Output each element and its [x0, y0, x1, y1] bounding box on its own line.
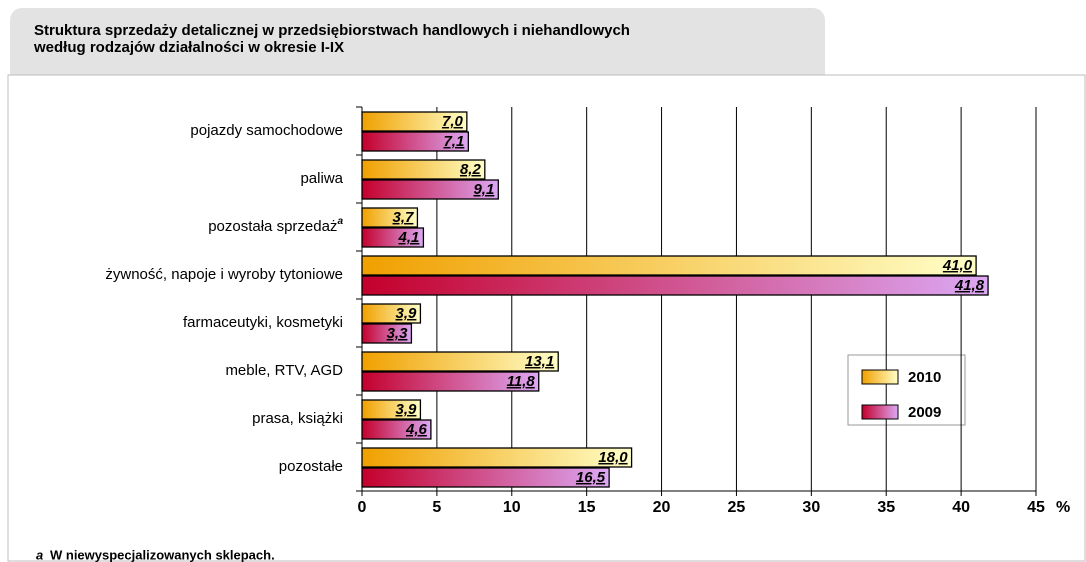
x-tick-label: 5: [432, 499, 441, 516]
value-label: 4,6: [405, 421, 428, 438]
legend-label: 2010: [908, 369, 941, 386]
panel: [7, 74, 1086, 562]
bar: [361, 351, 559, 372]
legend-swatch: [861, 369, 899, 385]
x-tick-label: 10: [503, 499, 521, 516]
y-tick-label: farmaceutyki, kosmetyki: [183, 314, 343, 331]
value-label: 3,7: [393, 209, 415, 226]
chart-title: Struktura sprzedaży detalicznej w przeds…: [34, 22, 630, 39]
y-tick-label: prasa, książki: [252, 410, 343, 427]
x-tick-label: 30: [802, 499, 820, 516]
bar: [361, 207, 419, 228]
x-tick-label: 0: [358, 499, 367, 516]
bar: [361, 179, 499, 200]
value-label: 3,3: [387, 325, 409, 342]
bar: [361, 255, 977, 276]
y-tick-label: żywność, napoje i wyroby tytoniowe: [105, 266, 343, 283]
y-tick-label: paliwa: [300, 170, 343, 187]
value-label: 9,1: [473, 181, 494, 198]
x-tick-label: 40: [952, 499, 970, 516]
legend-swatch: [861, 404, 899, 420]
bar: [361, 303, 422, 324]
y-tick-label: meble, RTV, AGD: [225, 362, 343, 379]
chart-title: według rodzajów działalności w okresie I…: [33, 39, 344, 56]
category: żywność, napoje i wyroby tytoniowe: [105, 266, 343, 283]
y-tick-label: pozostała sprzedaża: [208, 216, 343, 235]
value-label: 3,9: [396, 305, 418, 322]
bar: [361, 371, 540, 392]
category: farmaceutyki, kosmetyki: [183, 314, 343, 331]
bar: [361, 447, 633, 468]
value-label: 8,2: [460, 161, 482, 178]
value-label: 18,0: [598, 449, 628, 466]
value-label: 13,1: [525, 353, 554, 370]
category: pozostała sprzedaż: [208, 218, 337, 235]
y-tick-label: pozostałe: [279, 458, 343, 475]
category-note: a: [337, 216, 343, 227]
bar: [361, 159, 486, 180]
x-tick-label: 35: [877, 499, 895, 516]
bar: [361, 275, 989, 296]
value-label: 16,5: [576, 469, 606, 486]
bar: [361, 227, 425, 248]
value-label: 4,1: [398, 229, 420, 246]
value-label: 11,8: [507, 373, 536, 390]
title-tab: [10, 8, 825, 88]
x-tick-label: 15: [578, 499, 596, 516]
x-tick-label: 25: [728, 499, 746, 516]
x-unit: %: [1056, 499, 1070, 516]
category: pojazdy samochodowe: [190, 122, 343, 139]
value-label: 3,9: [396, 401, 418, 418]
value-label: 41,0: [942, 257, 973, 274]
footnote: W niewyspecjalizowanych sklepach.: [50, 547, 275, 562]
y-tick-label: pojazdy samochodowe: [190, 122, 343, 139]
x-tick-label: 45: [1027, 499, 1045, 516]
value-label: 41,8: [954, 277, 985, 294]
category: paliwa: [300, 170, 343, 187]
legend-label: 2009: [908, 404, 941, 421]
footnote-marker: a: [36, 547, 43, 562]
value-label: 7,1: [443, 133, 464, 150]
category: prasa, książki: [252, 410, 343, 427]
value-label: 7,0: [442, 113, 464, 130]
bar: [361, 399, 422, 420]
category: pozostałe: [279, 458, 343, 475]
bar: [361, 467, 610, 488]
bar: [361, 131, 469, 152]
x-tick-label: 20: [653, 499, 671, 516]
category: meble, RTV, AGD: [225, 362, 343, 379]
bar: [361, 323, 413, 344]
bar: [361, 419, 432, 440]
bar: [361, 111, 468, 132]
